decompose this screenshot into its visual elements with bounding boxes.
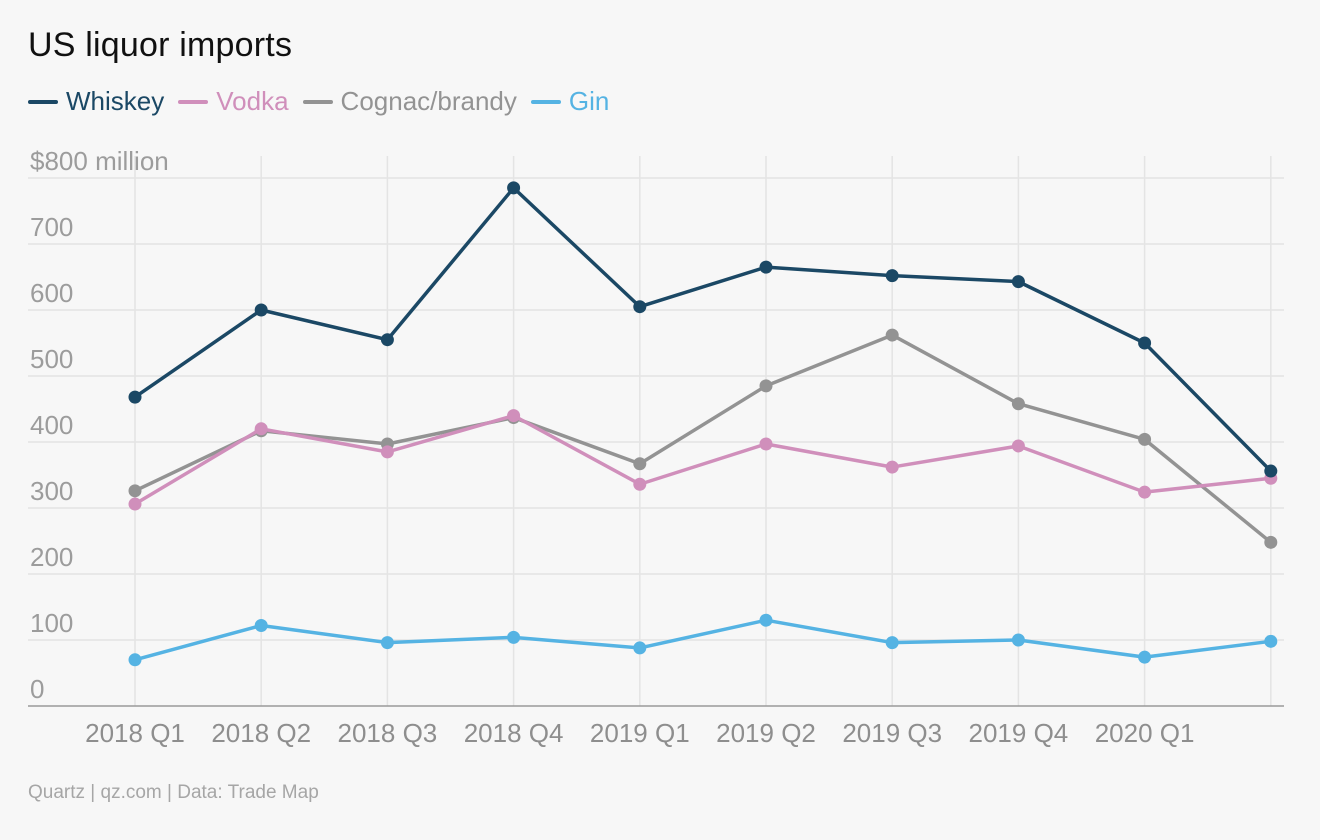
legend-label-whiskey: Whiskey bbox=[66, 86, 165, 116]
series-cognac-brandy bbox=[128, 328, 1278, 549]
data-point-cognac-brandy bbox=[885, 328, 899, 342]
series-line-vodka bbox=[133, 413, 1273, 506]
legend-swatch-whiskey bbox=[28, 99, 58, 104]
data-point-gin bbox=[633, 641, 647, 655]
series-gin bbox=[128, 613, 1278, 667]
data-point-vodka bbox=[759, 437, 773, 451]
data-point-gin bbox=[1011, 633, 1025, 647]
x-tick-label: 2018 Q4 bbox=[464, 718, 564, 748]
data-point-gin bbox=[254, 618, 268, 632]
data-point-gin bbox=[885, 636, 899, 650]
y-tick-label: 400 bbox=[30, 410, 73, 440]
y-tick-label: 100 bbox=[30, 608, 73, 638]
data-point-cognac-brandy bbox=[759, 379, 773, 393]
y-tick-label: 700 bbox=[30, 212, 73, 242]
data-point-gin bbox=[507, 630, 521, 644]
series-group bbox=[128, 181, 1278, 667]
data-point-vodka bbox=[507, 409, 521, 423]
x-tick-label: 2018 Q1 bbox=[85, 718, 185, 748]
data-point-vodka bbox=[885, 460, 899, 474]
legend-label-vodka: Vodka bbox=[216, 86, 289, 116]
data-point-gin bbox=[1264, 634, 1278, 648]
legend-item-gin: Gin bbox=[530, 86, 610, 117]
data-point-vodka bbox=[254, 422, 268, 436]
series-whiskey bbox=[128, 181, 1278, 478]
source-footer: Quartz | qz.com | Data: Trade Map bbox=[28, 782, 319, 803]
data-point-gin bbox=[380, 636, 394, 650]
data-point-vodka bbox=[633, 477, 647, 491]
chart-title: US liquor imports bbox=[28, 26, 293, 64]
x-tick-label: 2019 Q4 bbox=[969, 718, 1069, 748]
series-line-gin bbox=[133, 618, 1273, 662]
grid bbox=[28, 156, 1284, 706]
data-point-vodka bbox=[1011, 439, 1025, 453]
data-point-whiskey bbox=[128, 390, 142, 404]
legend-swatch-cognac-brandy bbox=[302, 99, 333, 104]
x-tick-label: 2018 Q2 bbox=[211, 718, 311, 748]
data-point-gin bbox=[1138, 650, 1152, 664]
data-point-vodka bbox=[380, 445, 394, 459]
data-point-whiskey bbox=[507, 181, 521, 195]
data-point-whiskey bbox=[885, 269, 899, 283]
x-tick-label: 2019 Q3 bbox=[842, 718, 942, 748]
data-point-whiskey bbox=[759, 260, 773, 274]
data-point-cognac-brandy bbox=[633, 457, 647, 471]
y-axis-ticks: 0 100 200 300 400 500 600 700 $800 million bbox=[30, 146, 169, 704]
x-tick-label: 2020 Q1 bbox=[1095, 718, 1195, 748]
data-point-gin bbox=[128, 653, 142, 667]
legend-swatch-gin bbox=[530, 99, 561, 104]
data-point-gin bbox=[759, 613, 773, 627]
data-point-vodka bbox=[128, 497, 142, 511]
data-point-whiskey bbox=[1011, 275, 1025, 289]
legend-item-cognac-brandy: Cognac/brandy bbox=[302, 86, 517, 117]
x-tick-label: 2019 Q1 bbox=[590, 718, 690, 748]
x-tick-label: 2018 Q3 bbox=[338, 718, 438, 748]
legend-label-gin: Gin bbox=[568, 86, 610, 116]
data-point-whiskey bbox=[254, 303, 268, 317]
legend-item-whiskey: Whiskey bbox=[28, 86, 164, 117]
y-tick-label: 300 bbox=[30, 476, 73, 506]
data-point-whiskey bbox=[1138, 336, 1152, 350]
y-tick-label: $800 million bbox=[30, 146, 169, 176]
series-line-whiskey bbox=[133, 186, 1273, 473]
data-point-whiskey bbox=[380, 333, 394, 347]
legend-swatch-vodka bbox=[178, 99, 209, 104]
data-point-cognac-brandy bbox=[1138, 432, 1152, 446]
data-point-whiskey bbox=[633, 300, 647, 314]
legend-item-vodka: Vodka bbox=[178, 86, 289, 117]
x-axis-ticks: 2018 Q1 2018 Q2 2018 Q3 2018 Q4 2019 Q1 2019 … bbox=[85, 718, 1194, 748]
y-tick-label: 600 bbox=[30, 278, 73, 308]
data-point-vodka bbox=[1138, 485, 1152, 499]
y-tick-label: 500 bbox=[30, 344, 73, 374]
y-tick-label: 200 bbox=[30, 542, 73, 572]
series-line-cognac-brandy bbox=[133, 333, 1273, 545]
data-point-cognac-brandy bbox=[128, 484, 142, 498]
x-tick-label: 2019 Q2 bbox=[716, 718, 816, 748]
data-point-whiskey bbox=[1264, 464, 1278, 478]
legend: Whiskey Vodka Cognac/brandy Gin bbox=[28, 86, 609, 117]
y-tick-label: 0 bbox=[30, 674, 44, 704]
data-point-cognac-brandy bbox=[1011, 397, 1025, 411]
legend-label-cognac-brandy: Cognac/brandy bbox=[340, 86, 517, 116]
data-point-cognac-brandy bbox=[1264, 535, 1278, 549]
